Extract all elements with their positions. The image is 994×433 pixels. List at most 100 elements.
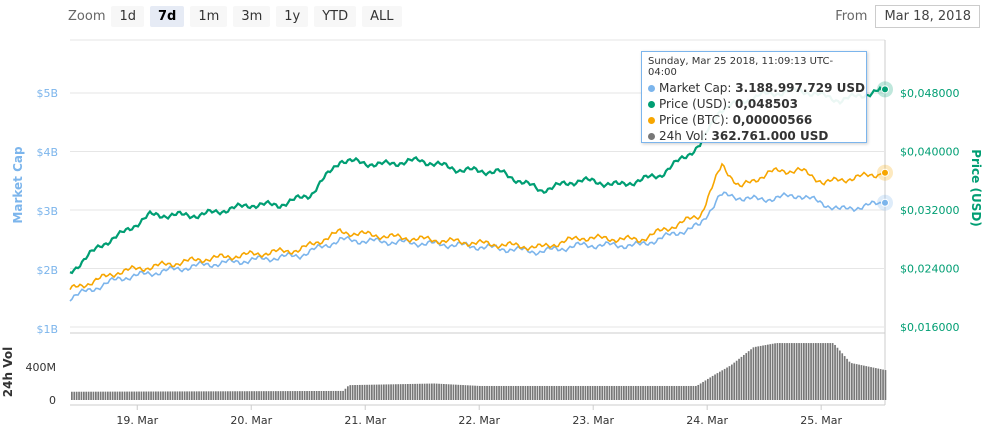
volume-bar <box>440 383 443 400</box>
volume-bar <box>75 391 78 400</box>
volume-bar <box>858 364 860 400</box>
volume-bar <box>80 391 83 400</box>
volume-bar <box>71 391 73 400</box>
volume-bar <box>495 385 498 400</box>
volume-bar <box>207 391 210 400</box>
zoom-button-all[interactable]: ALL <box>362 6 402 27</box>
zoom-selector: Zoom 1d 7d 1m 3m 1y YTD ALL <box>68 6 402 27</box>
volume-bar <box>303 391 306 400</box>
volume-bar <box>318 390 320 400</box>
volume-bar <box>272 391 275 400</box>
zoom-button-1d[interactable]: 1d <box>111 6 145 27</box>
volume-bar <box>193 391 196 400</box>
volume-bar <box>267 391 270 400</box>
zoom-button-3m[interactable]: 3m <box>233 6 271 27</box>
tooltip-label: Market Cap: <box>659 81 732 95</box>
volume-bar <box>464 385 467 400</box>
volume-bar <box>243 391 246 400</box>
volume-bar <box>404 384 407 400</box>
volume-bar <box>798 343 800 400</box>
volume-bar <box>791 343 793 400</box>
volume-bar <box>414 383 416 400</box>
volume-bar <box>361 384 364 400</box>
volume-bar <box>572 385 575 400</box>
volume-bar <box>205 391 208 400</box>
volume-bar <box>623 385 625 400</box>
volume-bar <box>870 367 872 400</box>
volume-bar <box>186 391 188 400</box>
volume-bar <box>750 349 752 400</box>
volume-bar <box>217 391 220 400</box>
volume-bar <box>347 386 349 400</box>
volume-bar <box>390 384 392 400</box>
tooltip-row: Price (BTC): 0,00000566 <box>648 112 860 128</box>
volume-bar <box>865 366 868 400</box>
volume-bar <box>594 385 596 400</box>
volume-bar <box>625 385 628 400</box>
volume-bar <box>606 385 608 400</box>
volume-bar <box>231 391 234 400</box>
tooltip-value: 3.188.997.729 USD <box>735 81 865 95</box>
volume-bar <box>469 385 472 400</box>
volume-bar <box>803 343 805 400</box>
volume-bar <box>493 385 496 400</box>
tooltip-label: 24h Vol: <box>659 129 708 143</box>
zoom-button-1y[interactable]: 1y <box>276 6 309 27</box>
volume-bar <box>668 385 671 400</box>
volume-bar <box>289 391 292 400</box>
volume-bar <box>320 390 323 400</box>
volume-bar <box>671 385 673 400</box>
volume-bar <box>707 378 709 400</box>
volume-bar <box>157 391 160 400</box>
volume-bar <box>575 385 577 400</box>
tooltip-value: 0,00000566 <box>732 113 813 127</box>
volume-bar <box>383 384 385 400</box>
volume-bar <box>474 385 476 400</box>
volume-bar <box>435 383 438 400</box>
volume-bar <box>510 385 512 400</box>
zoom-button-7d[interactable]: 7d <box>150 6 185 27</box>
volume-bar <box>87 391 90 400</box>
volume-bar <box>788 343 791 400</box>
volume-bar <box>875 368 877 400</box>
volume-bar <box>411 383 414 400</box>
volume-bar <box>378 384 380 400</box>
x-tick-label: 19. Mar <box>116 414 158 427</box>
tooltip-label: Price (USD): <box>659 97 732 111</box>
volume-bar <box>539 385 541 400</box>
volume-bar <box>752 347 755 400</box>
right-tick-label: $0,016000 <box>900 321 960 334</box>
volume-bar <box>387 384 390 400</box>
zoom-button-ytd[interactable]: YTD <box>314 6 357 27</box>
volume-bar <box>258 391 260 400</box>
date-range: From Mar 18, 2018 <box>835 5 980 28</box>
volume-bar <box>855 364 858 400</box>
volume-bar <box>649 385 652 400</box>
volume-bar <box>332 390 335 400</box>
volume-tick-label: 400M <box>26 361 57 374</box>
zoom-label: Zoom <box>68 9 106 24</box>
volume-bar <box>323 390 325 400</box>
volume-bar <box>263 391 265 400</box>
volume-bar <box>479 385 481 400</box>
volume-bar <box>147 391 150 400</box>
volume-bar <box>188 391 191 400</box>
volume-bar <box>740 356 743 400</box>
volume-bar <box>375 384 378 400</box>
series-line-2 <box>69 162 885 290</box>
series-dot-icon <box>648 117 655 124</box>
volume-bar <box>721 370 724 400</box>
volume-bar <box>162 391 164 400</box>
volume-bar <box>678 385 680 400</box>
volume-bar <box>779 343 781 400</box>
volume-bar <box>723 368 726 400</box>
volume-bar <box>416 383 419 400</box>
volume-bar <box>183 391 186 400</box>
volume-bar <box>563 385 565 400</box>
zoom-button-1m[interactable]: 1m <box>190 6 228 27</box>
right-tick-label: $0,032000 <box>900 204 960 217</box>
volume-bar <box>498 385 500 400</box>
from-date-input[interactable]: Mar 18, 2018 <box>875 5 980 28</box>
volume-bar <box>455 384 457 400</box>
volume-bar <box>877 368 880 400</box>
